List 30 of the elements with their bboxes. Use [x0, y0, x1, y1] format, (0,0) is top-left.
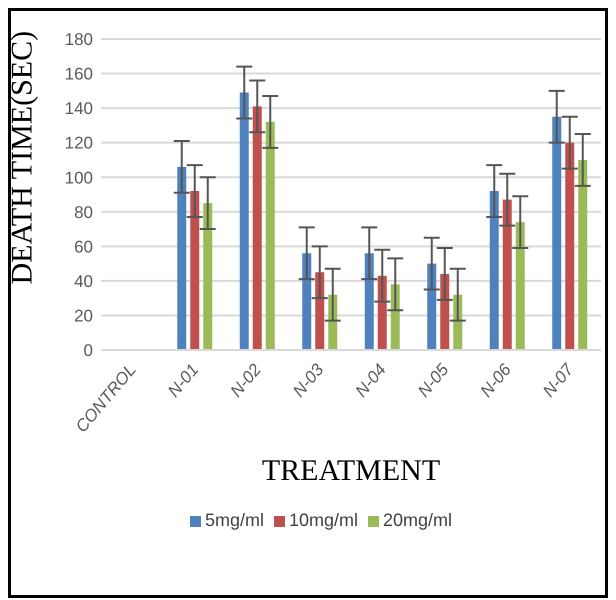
bar: [266, 122, 275, 350]
bar: [177, 166, 186, 350]
y-axis-title: DEATH TIME(SEC): [6, 30, 39, 284]
y-tick-label: 100: [64, 168, 93, 188]
bar: [502, 200, 512, 350]
bar: [490, 191, 499, 350]
bar: [427, 264, 436, 350]
y-tick-label: 140: [64, 99, 93, 118]
bar: [190, 191, 200, 350]
legend-label: 10mg/ml: [288, 510, 358, 530]
y-tick-label: 40: [74, 272, 93, 291]
bar: [252, 106, 262, 350]
bar: [552, 116, 562, 350]
y-tick-label: 60: [74, 237, 93, 256]
bar: [565, 142, 574, 350]
y-tick-label: 80: [74, 202, 93, 222]
bar: [516, 222, 525, 350]
bar: [578, 160, 588, 350]
x-axis-title: TREATMENT: [262, 454, 440, 487]
bar: [364, 253, 374, 350]
legend-label: 20mg/ml: [383, 510, 452, 530]
y-tick-label: 180: [64, 30, 93, 50]
y-tick-label: 20: [74, 306, 93, 326]
y-tick-label: 120: [64, 134, 93, 153]
y-tick-label: 0: [84, 341, 93, 360]
y-tick-label: 160: [64, 64, 93, 84]
bar: [302, 253, 312, 350]
bar: [240, 92, 249, 350]
legend-label: 5mg/ml: [204, 510, 264, 530]
bar: [203, 203, 212, 350]
